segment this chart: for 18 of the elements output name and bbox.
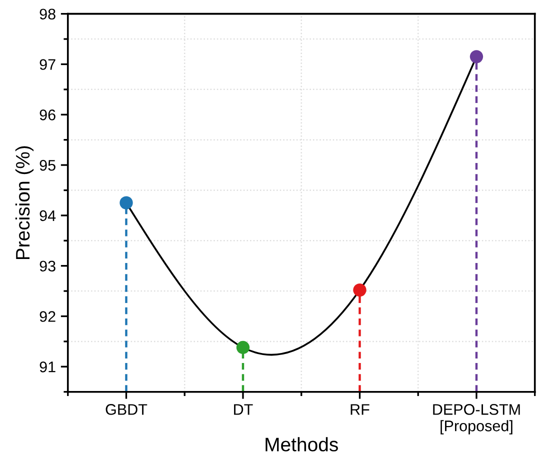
y-tick-label: 96 xyxy=(40,110,56,120)
y-tick-label: 91 xyxy=(40,362,56,372)
point xyxy=(353,283,366,297)
y-tick-label: 92 xyxy=(40,311,56,322)
x-tick-label: RF xyxy=(350,404,370,415)
y-axis-title: Precision (%) xyxy=(15,146,34,260)
y-tick-label: 98 xyxy=(40,8,56,20)
point xyxy=(120,196,133,210)
y-tick-label: 97 xyxy=(40,59,56,70)
point xyxy=(236,340,250,354)
x-axis-title: Methods xyxy=(266,437,338,452)
point xyxy=(470,50,484,64)
y-tick-label: 94 xyxy=(40,210,56,222)
x-tick-label: DT xyxy=(234,404,253,415)
y-tick-label: 93 xyxy=(40,260,56,272)
x-tick-label: GBDT xyxy=(106,404,148,415)
x-tick-label: DEPO-LSTM [Proposed] xyxy=(433,404,520,434)
y-tick-label: 95 xyxy=(40,160,56,171)
